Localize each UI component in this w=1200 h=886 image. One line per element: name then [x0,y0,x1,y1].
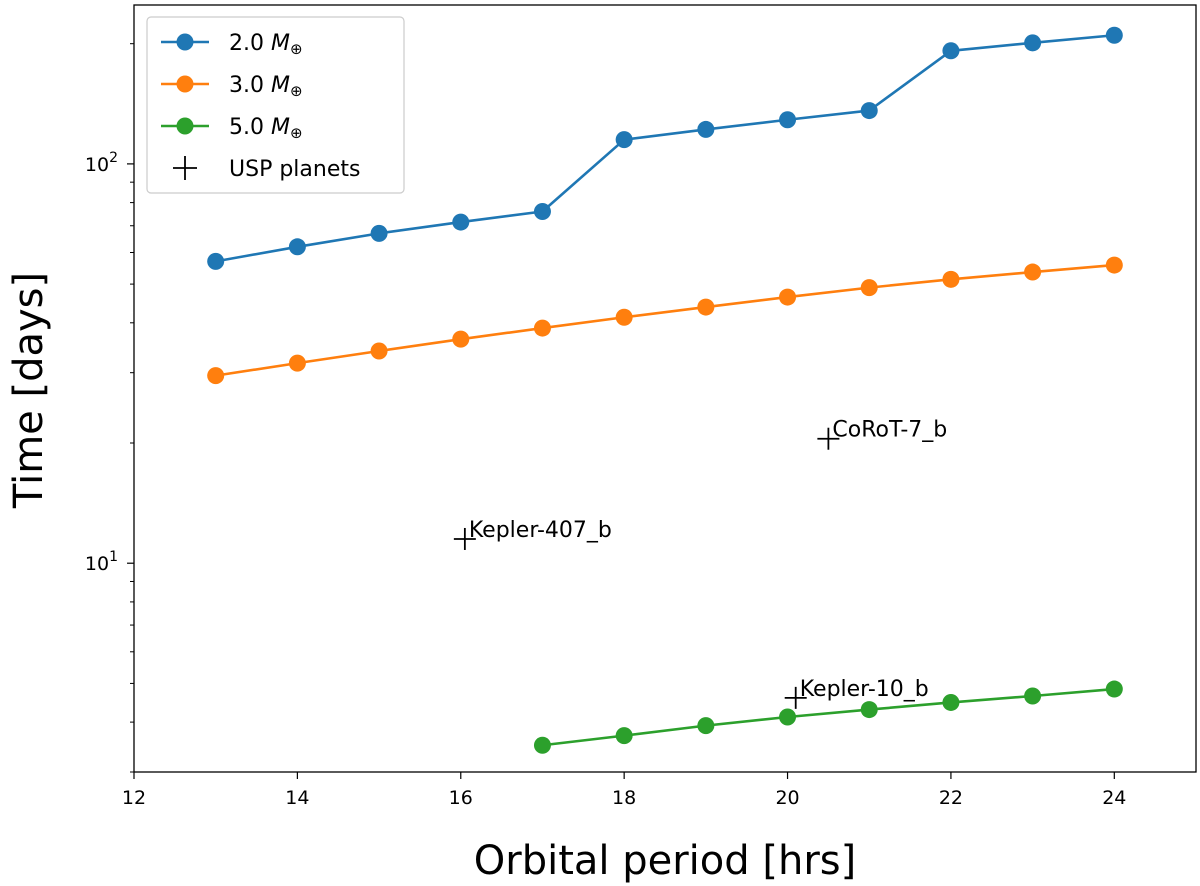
series-2-point [1024,263,1042,281]
x-tick-label: 14 [285,787,309,809]
y-tick-label: 101 [85,549,118,575]
legend-label: 3.0 M⊕ [229,73,303,100]
series-2-point [615,308,633,326]
y-tick-base: 10 [85,553,109,575]
series-1-point [207,252,225,270]
series-2-point [860,279,878,297]
plot-frame [133,4,1197,773]
legend: 2.0 M⊕3.0 M⊕5.0 M⊕USP planets [146,16,405,194]
series-2-point [779,288,797,306]
legend-label-earth-subscript: ⊕ [290,40,303,58]
legend-label-earth-subscript: ⊕ [290,82,303,100]
x-tick-label: 22 [939,787,963,809]
series-1-point [615,131,633,149]
series-2-point [533,319,551,337]
x-tick-label: 16 [449,787,473,809]
series-1-point [779,111,797,129]
legend-marker-2 [176,75,194,93]
usp-planet-label: Kepler-10_b [800,677,929,702]
usp-planet-label: CoRoT-7_b [832,418,947,443]
legend-label-mass-symbol: M [271,31,290,56]
series-line-1 [215,33,1115,263]
series-1-point [452,213,470,231]
legend-marker-3 [176,117,194,135]
x-tick-label: 24 [1102,787,1126,809]
legend-label-value: 5.0 [229,115,271,140]
legend-label-mass-symbol: M [271,115,290,140]
legend-label-value: 3.0 [229,73,271,98]
series-3-point [860,701,878,719]
series-1-point [1105,26,1123,44]
series-1-point [533,202,551,220]
y-tick-base: 10 [85,154,109,176]
series-2-point [697,298,715,316]
legend-frame [146,16,405,194]
series-3-point [1105,680,1123,698]
y-axis-title: Time [days] [6,272,52,509]
legend-label-mass-symbol: M [271,73,290,98]
series-3-point [697,717,715,735]
series-1-point [942,42,960,60]
series-2-point [1105,256,1123,274]
legend-label-earth-subscript: ⊕ [290,124,303,142]
y-tick-exponent: 2 [109,150,118,166]
series-2-point [207,367,225,385]
series-2-point [942,270,960,288]
legend-label: 2.0 M⊕ [229,31,303,58]
series-line-3 [542,687,1115,747]
series-1-point [288,238,306,256]
series-3-point [1024,687,1042,705]
x-axis-title: Orbital period [hrs] [474,838,856,884]
series-1-point [860,102,878,120]
x-tick-label: 20 [775,787,799,809]
series-3-point [779,708,797,726]
series-3-point [615,727,633,745]
series-line-2 [215,263,1115,377]
legend-label-usp: USP planets [229,157,360,182]
x-tick-label: 12 [122,787,146,809]
usp-planet-label: Kepler-407_b [469,518,612,543]
series-2-point [288,354,306,372]
legend-label: 5.0 M⊕ [229,115,303,142]
y-tick-exponent: 1 [109,549,118,565]
x-tick-label: 18 [612,787,636,809]
series-3-point [942,693,960,711]
series-1-point [697,120,715,138]
series-group [207,26,1123,754]
series-1-point [1024,34,1042,52]
series-1-point [370,224,388,242]
legend-label-value: 2.0 [229,31,271,56]
legend-marker-1 [176,33,194,51]
annotation-group: CoRoT-7_b Kepler-407_b Kepler-10_b [453,418,947,709]
series-3-point [533,736,551,754]
series-2-point [452,330,470,348]
series-2-point [370,342,388,360]
y-tick-label: 102 [85,150,118,176]
